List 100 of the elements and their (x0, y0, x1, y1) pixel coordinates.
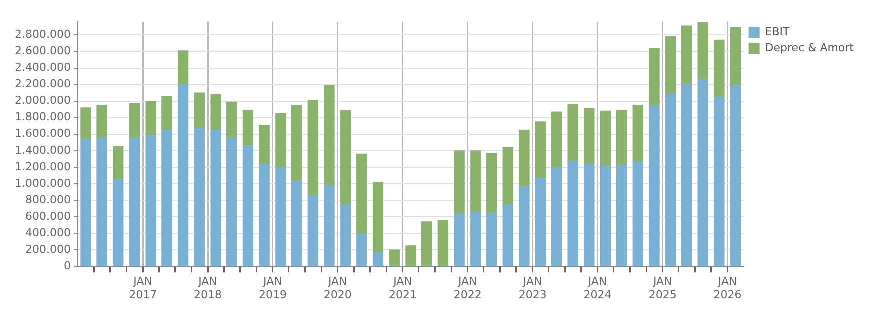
bar (129, 103, 140, 138)
x-tick-label: JAN 2024 (584, 275, 612, 302)
bar (421, 222, 432, 266)
y-tick-label: 1.400.000 (15, 144, 71, 157)
bar (242, 110, 254, 146)
bar (551, 167, 562, 266)
x-tick-label: JAN 2021 (388, 275, 417, 302)
bar (698, 22, 708, 80)
y-tick-label: 1.800.000 (15, 110, 71, 124)
x-tick-label: JAN 2026 (714, 275, 742, 302)
y-tick-label: 600.000 (25, 210, 71, 223)
bar (146, 134, 156, 266)
bar (681, 26, 692, 84)
bar (616, 164, 628, 266)
bar (584, 164, 595, 266)
x-tick-label: JAN 2019 (258, 275, 287, 302)
bar (372, 252, 384, 266)
bar (276, 167, 286, 266)
bar (649, 48, 660, 106)
y-tick-label: 800.000 (25, 193, 71, 206)
bar (568, 104, 578, 162)
bar (259, 124, 270, 164)
bar (454, 150, 465, 214)
bar (519, 186, 530, 266)
bar (486, 212, 498, 266)
bar (551, 112, 562, 168)
bar (194, 127, 205, 266)
y-tick-label: 2.600.000 (15, 44, 71, 58)
bar (486, 153, 498, 214)
bar (649, 105, 660, 266)
bar (259, 164, 270, 266)
y-tick-label: 1.200.000 (15, 160, 71, 174)
y-tick-label: 1.000.000 (15, 176, 71, 190)
bar (276, 113, 286, 168)
bar (714, 96, 725, 266)
bar (210, 130, 222, 266)
y-tick-label: 400.000 (25, 226, 71, 240)
bar (519, 130, 530, 187)
bar (80, 139, 92, 266)
bar (80, 108, 92, 140)
bar (324, 185, 335, 266)
x-tick-label: JAN 2020 (324, 275, 352, 302)
bar (470, 150, 482, 212)
x-tick-label: JAN 2023 (518, 275, 547, 302)
y-tick-label: 2.200.000 (15, 78, 71, 91)
bar (226, 137, 238, 266)
x-tick-label: JAN 2017 (129, 275, 158, 302)
y-tick-label: 0 (64, 259, 71, 272)
bar (356, 154, 368, 235)
bar (681, 84, 692, 266)
bar (714, 40, 725, 98)
bar (308, 195, 318, 266)
bar (340, 110, 352, 205)
bar (730, 84, 742, 266)
bar (178, 84, 189, 266)
bar (162, 130, 172, 266)
bar (162, 96, 172, 131)
bar (568, 160, 578, 266)
bar (438, 220, 449, 266)
x-tick-label: JAN 2025 (648, 275, 677, 302)
bar (113, 146, 124, 180)
bar (502, 204, 514, 266)
bar (470, 212, 482, 266)
y-tick-label: 2.400.000 (15, 61, 71, 74)
y-tick-label: 2.800.000 (15, 28, 71, 42)
bar (146, 101, 156, 136)
bar (129, 137, 140, 266)
bar (113, 178, 124, 266)
y-tick-label: 200.000 (25, 242, 71, 256)
bar (210, 94, 222, 131)
bar (632, 161, 644, 266)
legend-label: EBIT (765, 25, 790, 38)
bar (389, 250, 400, 266)
bar (372, 182, 384, 253)
bar (242, 146, 254, 266)
bar (324, 85, 335, 186)
bar (454, 213, 465, 266)
bar (308, 100, 318, 196)
bar (536, 122, 546, 179)
bar (600, 165, 612, 266)
bar (502, 147, 514, 205)
bar (96, 105, 108, 138)
bar (600, 110, 612, 166)
bar (356, 234, 368, 266)
bar (406, 246, 416, 266)
bar (730, 27, 742, 86)
bar (616, 110, 628, 166)
y-tick-label: 1.600.000 (15, 127, 71, 140)
bar (226, 102, 238, 138)
bar (698, 78, 708, 266)
bar (291, 180, 302, 266)
bar (632, 105, 644, 162)
y-tick-label: 2.000.000 (15, 94, 71, 108)
bar (536, 178, 546, 266)
legend-label: Deprec & Amort (765, 41, 855, 54)
bar (194, 92, 205, 128)
x-tick-label: JAN 2018 (194, 275, 222, 302)
bar (291, 105, 302, 181)
bar (96, 137, 108, 266)
bar (666, 94, 676, 266)
